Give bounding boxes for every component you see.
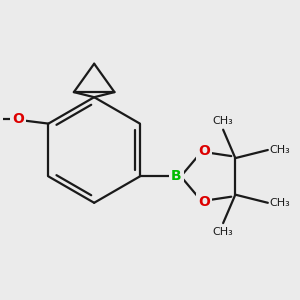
Text: O: O bbox=[198, 144, 210, 158]
Text: O: O bbox=[198, 195, 210, 209]
Text: O: O bbox=[12, 112, 24, 125]
Text: CH₃: CH₃ bbox=[270, 145, 291, 155]
Text: CH₃: CH₃ bbox=[213, 116, 233, 126]
Text: CH₃: CH₃ bbox=[213, 227, 233, 237]
Text: B: B bbox=[171, 169, 182, 183]
Text: CH₃: CH₃ bbox=[270, 198, 291, 208]
